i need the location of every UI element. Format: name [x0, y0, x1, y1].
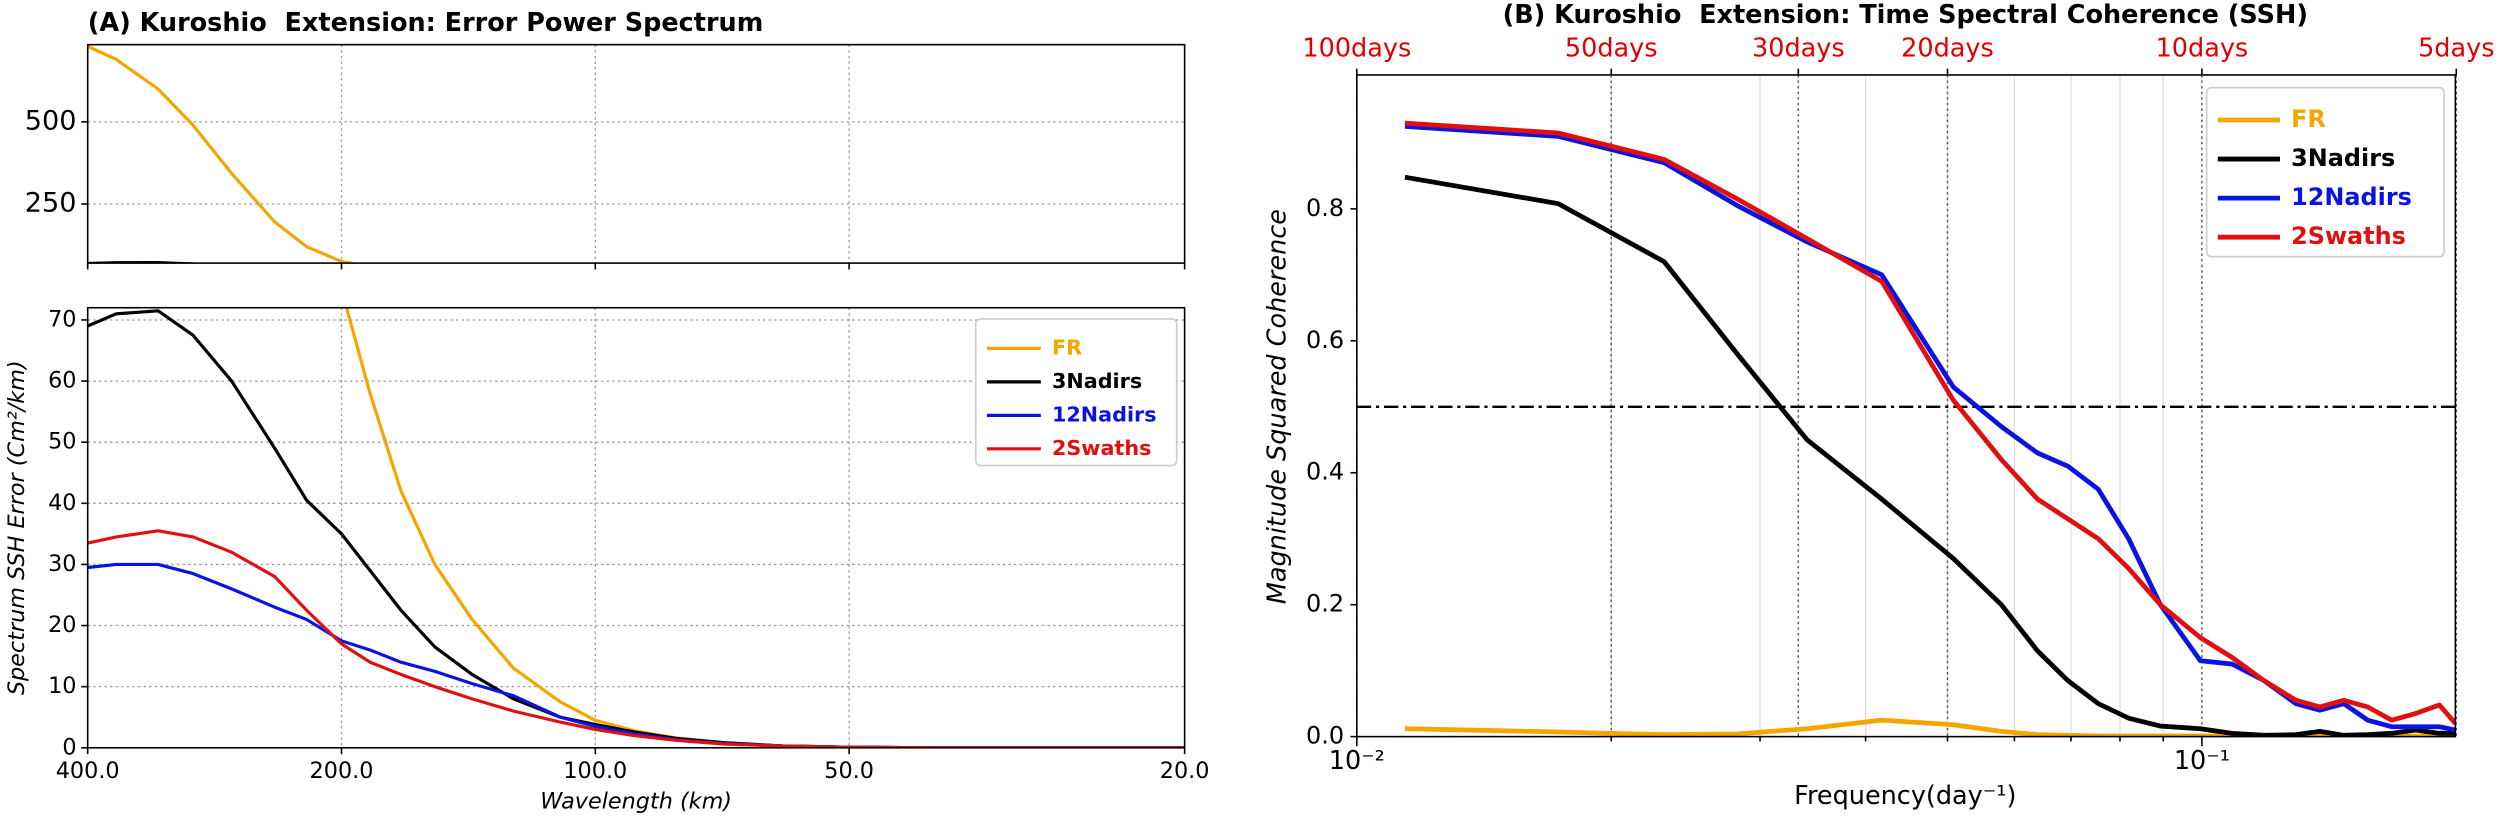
series-line [1404, 120, 2456, 725]
x2-tick-label: 5days [2418, 33, 2494, 63]
series-line [87, 529, 1185, 748]
series-line [1404, 124, 2456, 733]
legend-label: 2Swaths [1052, 436, 1151, 460]
y-tick-label: 50 [48, 429, 76, 455]
series-line [88, 274, 1185, 286]
x-tick-label: 10⁻¹ [2174, 746, 2230, 776]
chart-title: (A) Kuroshio Extension: Error Power Spec… [88, 8, 764, 38]
axes-frame [1356, 74, 2457, 738]
x-tick-label: 200.0 [310, 758, 374, 784]
y-tick-label: 0.2 [1306, 590, 1344, 618]
x2-tick-label: 30days [1752, 33, 1845, 63]
x-tick-label: 20.0 [1160, 758, 1210, 784]
chart-title: (B) Kuroshio Extension: Time Spectral Co… [1503, 0, 2308, 30]
y-tick-label: 10 [48, 673, 76, 699]
legend-label: 12Nadirs [1052, 402, 1157, 426]
series-line [1404, 174, 2456, 737]
legend-label: 3Nadirs [1052, 369, 1142, 393]
y-axis-label: Magnitude Squared Coherence [1263, 209, 1293, 604]
series-line [87, 44, 359, 264]
legend-box [974, 318, 1178, 467]
y-tick-label: 0 [62, 734, 76, 760]
legend-label: FR [1052, 335, 1082, 359]
axes-frame [86, 43, 1186, 264]
y-tick-label: 0.6 [1306, 326, 1344, 354]
y-tick-label: 30 [48, 551, 76, 577]
y-tick-label: 70 [48, 306, 76, 332]
y-tick-label: 250 [25, 187, 77, 218]
series-line [87, 562, 1185, 748]
legend-label: 3Nadirs [2291, 144, 2395, 172]
x-axis-label: Frequency(day⁻¹) [1794, 781, 2016, 811]
y-axis-label: Spectrum SSH Error (Cm²/km) [4, 360, 30, 695]
y-tick-label: 20 [48, 612, 76, 638]
y-tick-label: 500 [25, 105, 77, 136]
y-tick-label: 0.8 [1306, 194, 1344, 222]
x2-tick-label: 10days [2156, 33, 2249, 63]
x-axis-label: Wavelength (km) [540, 788, 732, 814]
y-tick-label: 0.4 [1306, 458, 1344, 486]
legend-label: 2Swaths [2291, 222, 2406, 250]
y-tick-label: 60 [48, 368, 76, 394]
x-tick-label: 50.0 [824, 758, 874, 784]
x-tick-label: 10⁻² [1329, 746, 1385, 776]
y-tick-label: 0.0 [1306, 722, 1344, 750]
legend-label: 12Nadirs [2291, 183, 2412, 211]
legend-label: FR [2291, 105, 2326, 133]
axes-frame [86, 306, 1186, 749]
x-tick-label: 400.0 [56, 758, 120, 784]
series-line [87, 261, 206, 264]
y-tick-label: 40 [48, 490, 76, 516]
x2-tick-label: 50days [1565, 33, 1658, 63]
legend-box [2205, 86, 2445, 258]
x-tick-label: 100.0 [563, 758, 627, 784]
x2-tick-label: 20days [1901, 33, 1994, 63]
x2-tick-label: 100days [1302, 33, 1411, 63]
series-line [88, 276, 1185, 286]
